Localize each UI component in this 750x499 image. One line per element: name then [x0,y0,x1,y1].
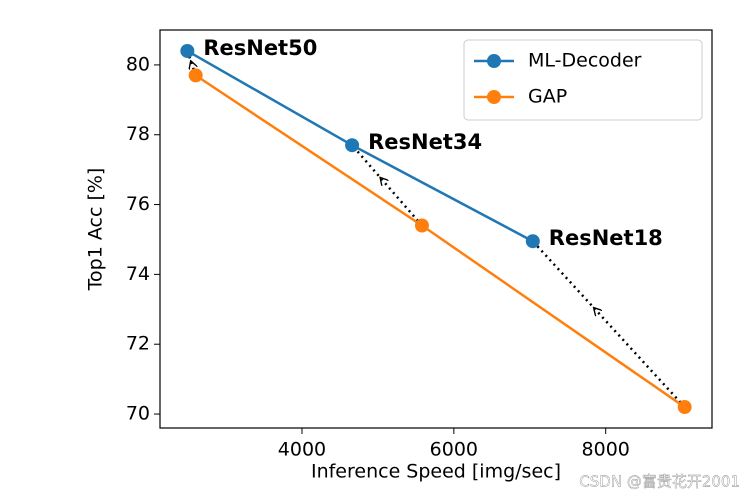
annotation: ResNet50 [203,36,317,60]
y-tick-label: 70 [126,403,150,425]
legend-label: ML-Decoder [528,50,642,72]
arrow-shaft [531,240,686,408]
point [414,218,429,233]
y-tick-label: 76 [126,193,150,215]
point [188,68,203,83]
point [345,138,360,153]
legend-marker [487,54,501,68]
x-tick-label: 4000 [278,439,326,461]
y-tick-label: 74 [126,263,150,285]
watermark: CSDN @富贵花开2001 [579,473,740,491]
plot-frame [159,29,713,429]
y-axis-label: Top1 Acc [%] [85,168,107,292]
legend-box [463,39,703,121]
annotation: ResNet18 [549,226,663,250]
point [677,400,692,415]
point [180,43,195,58]
y-tick-label: 78 [126,123,150,145]
point [525,234,540,249]
legend-label: GAP [528,86,567,108]
x-tick-label: 6000 [430,439,478,461]
y-tick-label: 72 [126,333,150,355]
y-tick-label: 80 [126,53,150,75]
legend-marker [487,90,501,104]
annotation: ResNet34 [368,130,482,154]
x-tick-label: 8000 [582,439,630,461]
x-axis-label: Inference Speed [img/sec] [311,461,561,483]
